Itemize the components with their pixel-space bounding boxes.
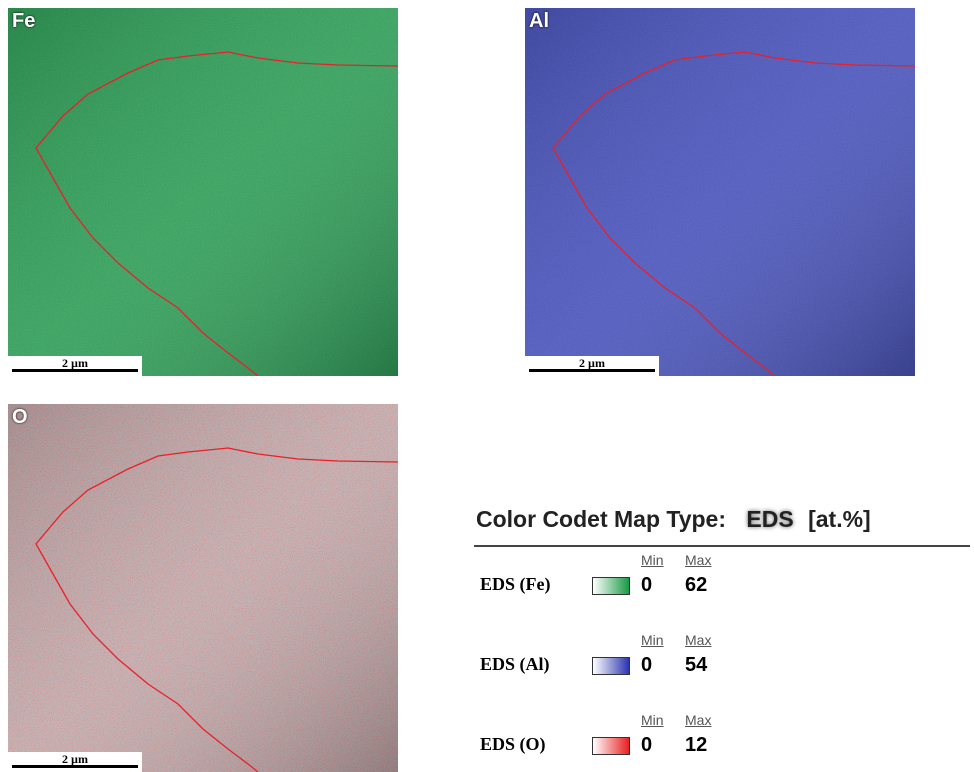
max-value: 54	[685, 654, 707, 677]
max-header: Max	[685, 632, 711, 648]
min-header: Min	[641, 632, 664, 648]
min-value: 0	[641, 574, 652, 597]
scale-bar: 2 µm	[525, 356, 659, 376]
min-value: 0	[641, 654, 652, 677]
element-label: Al	[529, 10, 549, 33]
max-value: 12	[685, 734, 707, 757]
map-image	[8, 404, 398, 772]
legend-row: EDS (O) Min Max 0 12	[480, 712, 780, 762]
min-value: 0	[641, 734, 652, 757]
legend-rule	[474, 545, 970, 547]
legend-row: EDS (Al) Min Max 0 54	[480, 632, 780, 682]
row-name: EDS (O)	[480, 734, 546, 755]
legend-title-text: Color Codet Map Type:	[476, 506, 726, 532]
legend-unit: [at.%]	[808, 506, 871, 532]
legend-mode: EDS	[746, 506, 793, 532]
row-name: EDS (Fe)	[480, 574, 551, 595]
element-label: Fe	[12, 10, 35, 33]
max-header: Max	[685, 552, 711, 568]
scale-bar: 2 µm	[8, 752, 142, 772]
page: {"panels": [ {"label": "Fe", "scale": "2…	[0, 0, 974, 772]
map-panel: Al 2 µm	[525, 8, 915, 376]
color-swatch	[592, 737, 630, 755]
legend-row: EDS (Fe) Min Max 0 62	[480, 552, 780, 602]
map-panel: Fe 2 µm	[8, 8, 398, 376]
color-swatch	[592, 577, 630, 595]
scale-bar: 2 µm	[8, 356, 142, 376]
element-label: O	[12, 406, 28, 429]
map-panel: O 2 µm	[8, 404, 398, 772]
map-image	[8, 8, 398, 376]
legend-title: Color Codet Map Type: EDS [at.%]	[476, 506, 879, 533]
min-header: Min	[641, 712, 664, 728]
max-value: 62	[685, 574, 707, 597]
min-header: Min	[641, 552, 664, 568]
color-swatch	[592, 657, 630, 675]
row-name: EDS (Al)	[480, 654, 550, 675]
map-image	[525, 8, 915, 376]
max-header: Max	[685, 712, 711, 728]
